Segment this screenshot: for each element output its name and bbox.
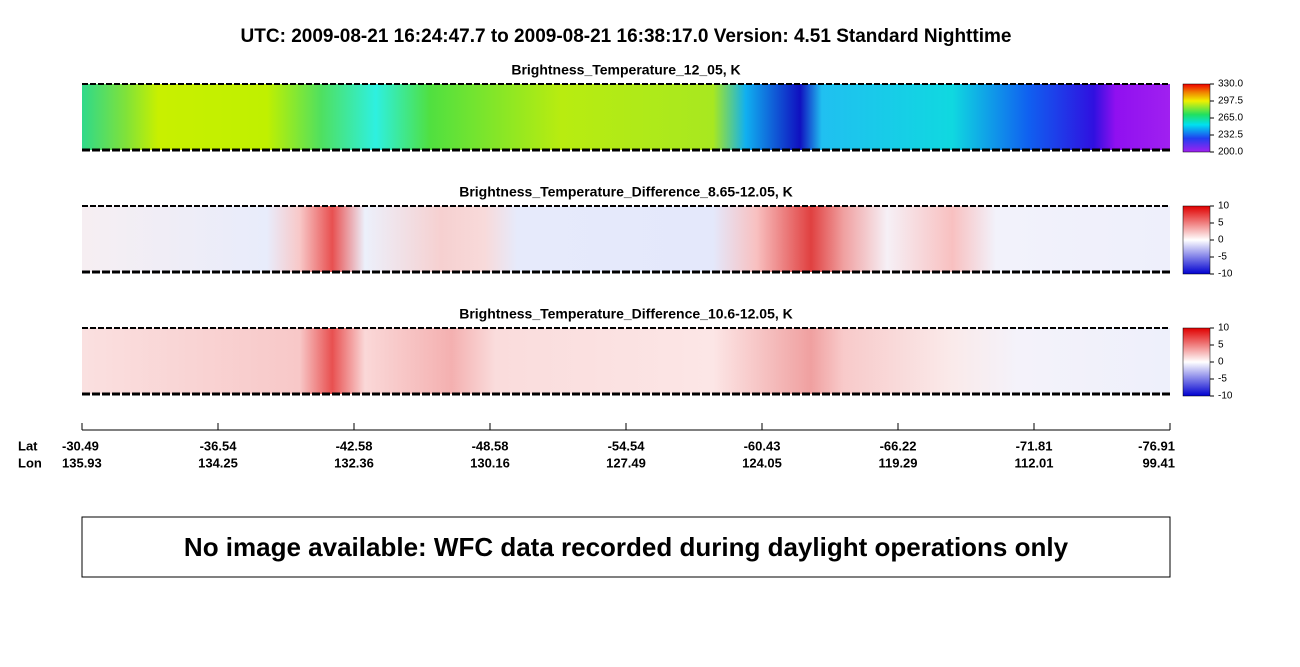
lon-tick-label: 99.41 xyxy=(1142,455,1175,470)
colorbar-tick-label: 10 xyxy=(1218,201,1230,212)
heatmap-strip xyxy=(82,206,1170,272)
lon-tick-label: 119.29 xyxy=(878,455,917,470)
colorbar-tick-label: 5 xyxy=(1218,218,1224,229)
lon-tick-label: 127.49 xyxy=(606,455,646,470)
colorbar xyxy=(1182,83,1211,153)
colorbar xyxy=(1182,327,1211,397)
colorbar-tick-label: 0 xyxy=(1218,357,1224,368)
colorbar-tick-label: -5 xyxy=(1218,374,1227,385)
colorbar-tick-label: -10 xyxy=(1218,269,1233,280)
lat-tick-label: -36.54 xyxy=(200,438,238,453)
lon-tick-label: 124.05 xyxy=(742,455,782,470)
lat-tick-label: -76.91 xyxy=(1138,438,1175,453)
colorbar-tick-label: 0 xyxy=(1218,235,1224,246)
colorbar-tick-label: 330.0 xyxy=(1218,79,1243,90)
heatmap-strip xyxy=(82,84,1170,150)
lon-tick-label: 135.93 xyxy=(62,455,102,470)
colorbar-tick-label: 5 xyxy=(1218,340,1224,351)
panel-title: Brightness_Temperature_12_05, K xyxy=(511,62,740,78)
lat-tick-label: -60.43 xyxy=(744,438,781,453)
lat-tick-label: -42.58 xyxy=(336,438,373,453)
lon-tick-label: 112.01 xyxy=(1014,455,1053,470)
lat-tick-label: -71.81 xyxy=(1016,438,1053,453)
lat-tick-label: -66.22 xyxy=(880,438,917,453)
lat-tick-label: -54.54 xyxy=(608,438,646,453)
heatmap-strip xyxy=(82,328,1170,394)
lon-tick-label: 134.25 xyxy=(198,455,238,470)
colorbar-tick-label: 232.5 xyxy=(1218,130,1243,141)
colorbar-tick-label: 297.5 xyxy=(1218,96,1243,107)
lat-label: Lat xyxy=(18,438,38,453)
colorbar xyxy=(1182,205,1211,275)
lon-label: Lon xyxy=(18,455,42,470)
lon-tick-label: 132.36 xyxy=(334,455,374,470)
notice-box xyxy=(81,516,1171,578)
lon-tick-label: 130.16 xyxy=(470,455,510,470)
panel-title: Brightness_Temperature_Difference_10.6-1… xyxy=(459,306,793,322)
colorbar-tick-label: 10 xyxy=(1218,323,1230,334)
notice: No image available: WFC data recorded du… xyxy=(184,532,1069,562)
colorbar-tick-label: -10 xyxy=(1218,391,1233,402)
lat-tick-label: -30.49 xyxy=(62,438,99,453)
colorbar-tick-label: 200.0 xyxy=(1218,147,1243,158)
panel-title: Brightness_Temperature_Difference_8.65-1… xyxy=(459,184,793,200)
colorbar-tick-label: 265.0 xyxy=(1218,113,1243,124)
colorbar-tick-label: -5 xyxy=(1218,252,1227,263)
figure-title: UTC: 2009-08-21 16:24:47.7 to 2009-08-21… xyxy=(241,26,1012,47)
lat-tick-label: -48.58 xyxy=(472,438,509,453)
